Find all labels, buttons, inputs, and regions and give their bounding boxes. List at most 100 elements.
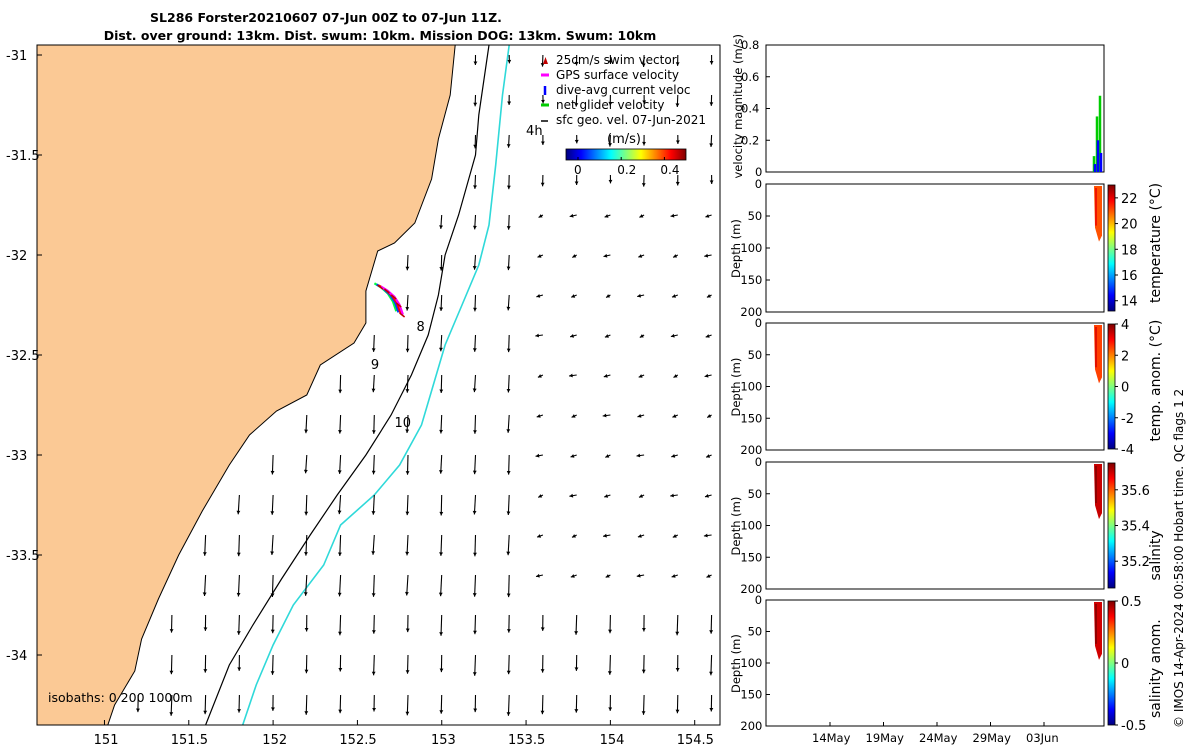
surface-current-arrowhead	[641, 711, 646, 715]
surface-current-arrowhead	[637, 414, 642, 418]
surface-current-arrowhead	[574, 61, 579, 66]
surface-current-arrowhead	[439, 668, 444, 673]
surface-current-arrowhead	[675, 631, 680, 636]
imos-credit: © IMOS 14-Apr-2024 00:58:00 Hobart time.…	[1172, 388, 1186, 728]
map-x-tick-label: 153	[431, 733, 456, 748]
profile-axes-frame	[765, 599, 1105, 727]
surface-current-vector	[271, 574, 274, 598]
surface-current-arrowhead	[537, 374, 542, 378]
surface-current-arrowhead	[439, 710, 444, 714]
surface-current-arrowhead	[473, 630, 477, 635]
velocity-y-tick-label: 0.4	[741, 102, 759, 116]
surface-current-arrowhead	[675, 181, 680, 186]
legend-label: sfc geo. vel. 07-Jun-2021	[556, 113, 706, 127]
surface-current-vector	[474, 574, 477, 597]
depth-y-tick-label: 100	[740, 656, 762, 670]
surface-current-arrowhead	[637, 293, 641, 298]
surface-current-arrowhead	[608, 143, 612, 147]
surface-current-arrowhead	[506, 266, 511, 271]
time-x-tick-label: 03Jun	[1026, 731, 1059, 745]
surface-current-arrowhead	[706, 454, 711, 458]
surface-current-arrowhead	[540, 710, 545, 715]
surface-current-arrowhead	[709, 102, 714, 106]
surface-current-arrowhead	[506, 511, 511, 515]
surface-current-arrowhead	[338, 389, 343, 394]
surface-current-arrowhead	[537, 534, 542, 538]
surface-current-arrowhead	[473, 185, 477, 189]
surface-current-arrowhead	[270, 671, 275, 675]
surface-current-arrowhead	[405, 266, 410, 271]
surface-current-arrowhead	[169, 712, 174, 716]
figure-title-line1: SL286 Forster20210607 07-Jun 00Z to 07-J…	[150, 10, 502, 25]
profile-colorbar	[1107, 462, 1116, 589]
surface-current-arrowhead	[604, 334, 609, 338]
surface-current-arrowhead	[636, 573, 641, 578]
surface-current-arrowhead	[372, 430, 376, 434]
surface-current-arrowhead	[541, 141, 545, 145]
surface-current-arrowhead	[405, 429, 410, 433]
surface-current-arrowhead	[506, 226, 511, 230]
isobath-200m	[205, 45, 490, 725]
surface-current-arrowhead	[608, 707, 613, 711]
map-colorbar	[565, 148, 687, 161]
surface-current-arrowhead	[371, 551, 376, 555]
surface-current-arrowhead	[641, 63, 646, 67]
velocity-y-tick-label: 0.6	[741, 70, 759, 84]
surface-current-arrowhead	[337, 470, 342, 474]
colorbar-tick-label: 35.6	[1121, 484, 1150, 499]
surface-current-arrowhead	[709, 671, 713, 676]
surface-current-arrowhead	[439, 225, 443, 229]
profile-colorbar	[1107, 600, 1116, 726]
surface-current-arrowhead	[405, 591, 409, 596]
surface-current-arrowhead	[673, 374, 678, 378]
surface-current-arrowhead	[439, 347, 443, 352]
surface-current-arrowhead	[405, 628, 410, 633]
surface-current-arrowhead	[535, 333, 539, 338]
surface-current-arrowhead	[473, 61, 478, 65]
surface-current-arrowhead	[405, 307, 410, 311]
velocity-y-tick-label: 0	[755, 165, 762, 179]
colorbar-title: temperature (°C)	[1148, 183, 1164, 303]
surface-current-arrowhead	[236, 631, 241, 635]
map-colorbar-title: (m/s)	[607, 132, 641, 147]
legend-label: 25cm/s swim vector	[556, 53, 677, 67]
surface-current-arrowhead	[439, 552, 443, 556]
depth-y-label: Depth (m)	[729, 497, 743, 556]
surface-current-arrowhead	[506, 144, 511, 148]
velocity-y-label: velocity magnitude (m/s)	[731, 34, 745, 179]
surface-current-arrowhead	[570, 454, 575, 458]
surface-current-arrowhead	[571, 414, 576, 418]
surface-current-arrowhead	[270, 470, 275, 475]
depth-y-tick-label: 200	[740, 719, 762, 733]
colorbar-title: temp. anom. (°C)	[1148, 320, 1164, 442]
surface-current-arrowhead	[673, 254, 678, 258]
surface-current-arrowhead	[371, 348, 376, 352]
time-x-tick-label: 19May	[866, 731, 905, 745]
surface-current-arrowhead	[506, 712, 511, 716]
surface-current-arrowhead	[706, 574, 711, 578]
surface-current-arrowhead	[507, 101, 512, 105]
surface-current-arrowhead	[338, 668, 343, 672]
surface-current-vector	[508, 574, 510, 598]
surface-current-arrowhead	[642, 628, 646, 632]
map-x-tick-label: 154.5	[677, 733, 714, 748]
surface-current-arrowhead	[641, 669, 646, 674]
swim-vector	[395, 302, 402, 308]
depth-y-tick-label: 50	[748, 487, 763, 501]
map-y-tick-label: -33.5	[6, 549, 40, 564]
legend-label: net glider velocity	[556, 98, 664, 112]
surface-current-arrowhead	[705, 214, 710, 218]
surface-current-arrowhead	[569, 213, 574, 218]
surface-current-arrowhead	[636, 453, 641, 458]
map-colorbar-tick-label: 0	[574, 163, 582, 177]
surface-current-arrowhead	[602, 413, 607, 418]
surface-current-arrowhead	[337, 510, 342, 515]
map-y-tick-label: -33	[6, 449, 27, 464]
time-x-tick-label: 14May	[812, 731, 851, 745]
profile-axes-frame	[765, 183, 1105, 313]
colorbar-title: salinity anom.	[1148, 619, 1164, 718]
surface-current-arrowhead	[506, 348, 511, 353]
surface-current-arrowhead	[473, 708, 478, 713]
surface-current-vector	[339, 534, 342, 557]
